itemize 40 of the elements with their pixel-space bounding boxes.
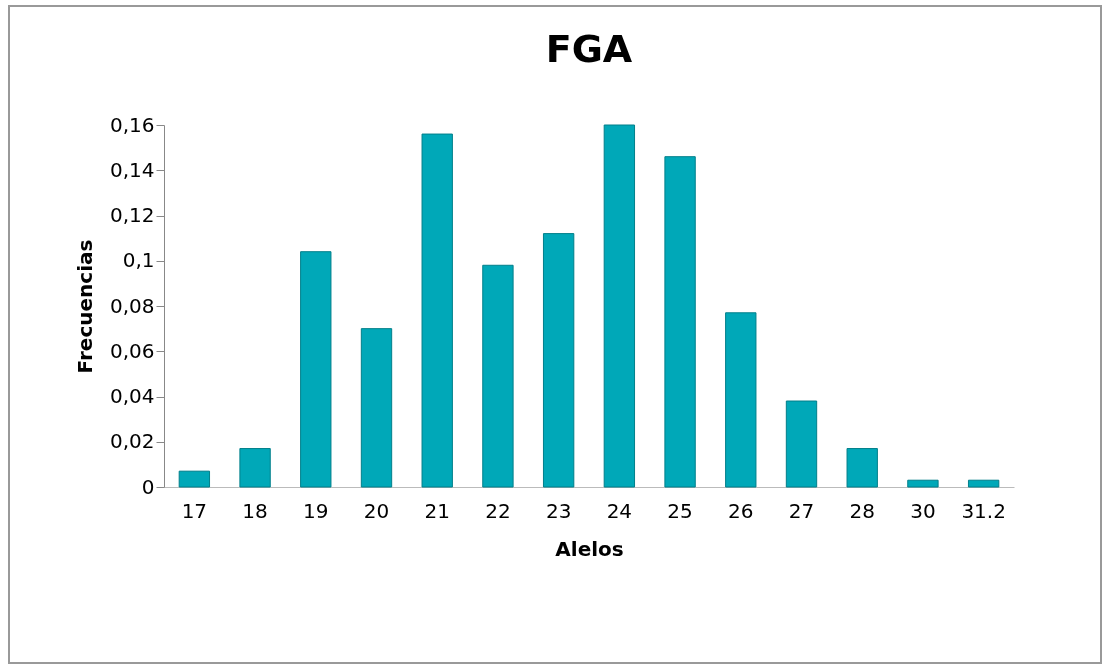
bar [846, 448, 878, 488]
bar [239, 448, 271, 488]
x-tick-label: 31.2 [961, 498, 1006, 523]
bar [907, 479, 939, 488]
bar [542, 233, 575, 488]
y-tick-label: 0,02 [109, 429, 155, 454]
bar [178, 470, 211, 488]
y-tick-label: 0,08 [109, 293, 155, 318]
x-tick-label: 27 [788, 498, 815, 523]
y-tick-label: 0,04 [109, 384, 155, 408]
x-tick-label: 23 [545, 498, 572, 523]
y-tick-label: 0,14 [109, 157, 155, 182]
x-tick-label: 28 [849, 498, 875, 523]
bar [785, 400, 818, 488]
bar [482, 264, 514, 488]
y-tick-label: 0,16 [109, 112, 155, 137]
x-tick-label: 25 [667, 498, 693, 523]
x-tick-label: 30 [910, 498, 936, 523]
chart-title: FGA [545, 27, 633, 71]
y-tick-label: 0 [141, 474, 155, 499]
bar [664, 156, 696, 488]
bar [300, 251, 332, 488]
x-tick-label: 26 [728, 498, 754, 523]
y-tick-label: 0,1 [122, 248, 155, 273]
bar [360, 328, 393, 488]
y-axis-title: Frecuencias [72, 239, 97, 374]
y-tick-label: 0,06 [109, 338, 155, 363]
x-tick-label: 24 [606, 498, 633, 523]
bar [603, 124, 636, 488]
x-tick-label: 17 [181, 498, 208, 523]
x-tick-label: 21 [424, 498, 450, 523]
bar [725, 312, 757, 488]
x-tick-label: 22 [485, 498, 511, 523]
x-axis-title: Alelos [555, 536, 624, 561]
y-tick-label: 0,12 [109, 203, 155, 227]
x-tick-label: 20 [363, 498, 390, 523]
x-tick-label: 19 [303, 498, 329, 523]
bar [421, 133, 453, 488]
x-tick-label: 18 [242, 498, 268, 523]
bar [967, 479, 1000, 488]
